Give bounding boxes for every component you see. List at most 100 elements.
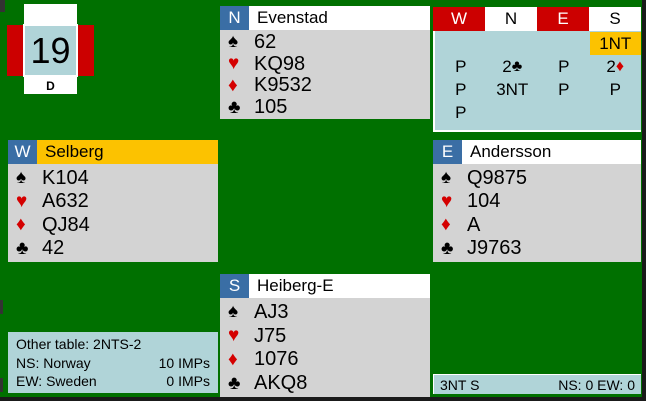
hand-north-header: N Evenstad bbox=[220, 6, 430, 30]
south-hearts-row: ♥ J75 bbox=[220, 326, 430, 346]
other-table-box: Other table: 2NTS-2 NS: Norway 10 IMPs E… bbox=[8, 332, 218, 393]
diamond-icon: ♦ bbox=[228, 348, 238, 370]
seat-letter-east: E bbox=[433, 140, 462, 164]
south-hearts: J75 bbox=[254, 324, 287, 347]
spade-icon: ♠ bbox=[441, 167, 452, 189]
bid-r3-west: P bbox=[455, 80, 467, 99]
trick-score: NS: 0 EW: 0 bbox=[558, 376, 635, 393]
bid-r1-east bbox=[538, 32, 590, 55]
player-name-west: Selberg bbox=[37, 140, 218, 164]
player-name-north: Evenstad bbox=[249, 6, 430, 30]
window-edge-artifact bbox=[0, 0, 5, 12]
window-edge-artifact bbox=[0, 300, 3, 314]
spade-icon: ♠ bbox=[228, 301, 239, 323]
west-diamonds: QJ84 bbox=[42, 213, 90, 236]
north-hearts-row: ♥ KQ98 bbox=[220, 54, 430, 74]
board-number: 19 bbox=[23, 24, 78, 77]
bid-r1-south-1nt: 1NT bbox=[589, 32, 641, 55]
north-spades-row: ♠ 62 bbox=[220, 32, 430, 52]
west-spades: K104 bbox=[42, 166, 89, 189]
hand-east-cards: ♠ Q9875 ♥ 104 ♦ A ♣ J9763 bbox=[433, 164, 641, 262]
bid-r3-east: P bbox=[558, 80, 570, 99]
bid-r2-north: 2 ♣ bbox=[502, 57, 523, 76]
east-diamonds: A bbox=[467, 213, 481, 236]
spade-icon: ♠ bbox=[16, 167, 27, 189]
south-spades-row: ♠ AJ3 bbox=[220, 302, 430, 322]
north-clubs-row: ♣ 105 bbox=[220, 97, 430, 117]
heart-icon: ♥ bbox=[228, 325, 240, 347]
bid-r1-west bbox=[435, 32, 487, 55]
bid-r4-north bbox=[487, 101, 539, 124]
player-name-east: Andersson bbox=[462, 140, 641, 164]
bid-r4-east bbox=[538, 101, 590, 124]
south-diamonds: 1076 bbox=[254, 348, 299, 371]
east-clubs: J9763 bbox=[467, 237, 522, 260]
hand-east: E Andersson ♠ Q9875 ♥ 104 ♦ A ♣ J9763 bbox=[433, 140, 641, 262]
hand-west-cards: ♠ K104 ♥ A632 ♦ QJ84 ♣ 42 bbox=[8, 164, 218, 262]
other-table-title: Other table: 2NTS-2 bbox=[16, 336, 142, 353]
window-edge-right bbox=[642, 0, 646, 401]
hand-east-header: E Andersson bbox=[433, 140, 641, 164]
east-spades-row: ♠ Q9875 bbox=[433, 168, 641, 188]
ew-team: EW: Sweden bbox=[16, 372, 97, 389]
club-icon: ♣ bbox=[511, 57, 523, 75]
player-name-south: Heiberg-E bbox=[249, 274, 430, 298]
north-hearts: KQ98 bbox=[254, 52, 306, 75]
ew-imps: 0 IMPs bbox=[166, 372, 210, 389]
club-icon: ♣ bbox=[228, 96, 241, 118]
west-clubs: 42 bbox=[42, 237, 65, 260]
contract-label: 3NT S bbox=[440, 376, 480, 393]
west-spades-row: ♠ K104 bbox=[8, 168, 218, 188]
other-table-ew-row: EW: Sweden 0 IMPs bbox=[8, 373, 218, 389]
bid-r1-north bbox=[487, 32, 539, 55]
south-spades: AJ3 bbox=[254, 300, 289, 323]
ns-team: NS: Norway bbox=[16, 354, 91, 371]
auction-header-east: E bbox=[537, 7, 589, 31]
north-spades: 62 bbox=[254, 30, 277, 53]
status-bar: 3NT S NS: 0 EW: 0 bbox=[433, 374, 641, 394]
east-clubs-row: ♣ J9763 bbox=[433, 238, 641, 258]
auction-header: W N E S bbox=[433, 7, 641, 31]
seat-letter-north: N bbox=[220, 6, 249, 30]
east-spades: Q9875 bbox=[467, 166, 528, 189]
bid-r3-south: P bbox=[609, 80, 621, 99]
hand-south-header: S Heiberg-E bbox=[220, 274, 430, 298]
hand-south-cards: ♠ AJ3 ♥ J75 ♦ 1076 ♣ AKQ8 bbox=[220, 298, 430, 397]
east-hearts: 104 bbox=[467, 190, 501, 213]
auction-panel: W N E S 1NT P 2 ♣ P 2 ♦ P 3NT P P P bbox=[433, 7, 641, 132]
north-clubs: 105 bbox=[254, 96, 288, 119]
auction-body: 1NT P 2 ♣ P 2 ♦ P 3NT P P P bbox=[433, 31, 641, 132]
bid-r4-south bbox=[590, 101, 642, 124]
hand-west: W Selberg ♠ K104 ♥ A632 ♦ QJ84 ♣ 42 bbox=[8, 140, 218, 262]
other-table-ns-row: NS: Norway 10 IMPs bbox=[8, 355, 218, 371]
north-diamonds: K9532 bbox=[254, 74, 312, 97]
diamond-icon: ♦ bbox=[228, 74, 238, 96]
dealer-marker: D bbox=[24, 77, 77, 94]
heart-icon: ♥ bbox=[16, 190, 28, 212]
south-clubs: AKQ8 bbox=[254, 372, 308, 395]
south-diamonds-row: ♦ 1076 bbox=[220, 349, 430, 369]
auction-header-north: N bbox=[485, 7, 537, 31]
diamond-icon: ♦ bbox=[441, 214, 451, 236]
bid-r4-west: P bbox=[455, 103, 467, 122]
hand-north: N Evenstad ♠ 62 ♥ KQ98 ♦ K9532 ♣ 105 bbox=[220, 6, 430, 119]
seat-letter-south: S bbox=[220, 274, 249, 298]
club-icon: ♣ bbox=[441, 237, 454, 259]
hand-west-header: W Selberg bbox=[8, 140, 218, 164]
diamond-icon: ♦ bbox=[615, 57, 625, 75]
bid-r2-east: P bbox=[558, 57, 570, 76]
west-clubs-row: ♣ 42 bbox=[8, 238, 218, 258]
bid-r2-south: 2 ♦ bbox=[606, 57, 625, 76]
diamond-icon: ♦ bbox=[16, 214, 26, 236]
south-clubs-row: ♣ AKQ8 bbox=[220, 373, 430, 393]
west-hearts-row: ♥ A632 bbox=[8, 191, 218, 211]
hand-north-cards: ♠ 62 ♥ KQ98 ♦ K9532 ♣ 105 bbox=[220, 30, 430, 119]
spade-icon: ♠ bbox=[228, 31, 239, 53]
window-edge-bottom bbox=[0, 397, 646, 401]
club-icon: ♣ bbox=[228, 372, 241, 394]
other-table-title-row: Other table: 2NTS-2 bbox=[8, 336, 218, 352]
west-diamonds-row: ♦ QJ84 bbox=[8, 215, 218, 235]
east-diamonds-row: ♦ A bbox=[433, 215, 641, 235]
seat-letter-west: W bbox=[8, 140, 37, 164]
